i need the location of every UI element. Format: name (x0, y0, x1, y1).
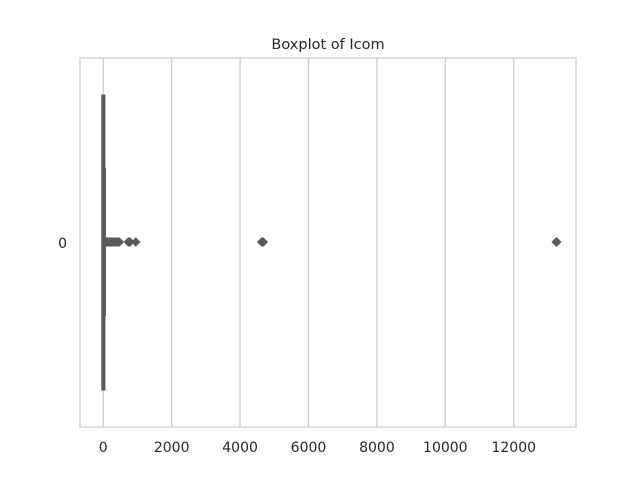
chart-title: Boxplot of Icom (271, 37, 384, 53)
category-label: 0 (58, 236, 67, 252)
x-tick-label: 0 (99, 440, 108, 456)
x-tick-labels: 0 2000 4000 6000 8000 10000 12000 (99, 440, 536, 456)
outlier-point (258, 237, 269, 247)
x-tick-label: 8000 (359, 440, 395, 456)
x-tick-label: 10000 (423, 440, 468, 456)
outlier-point (552, 237, 562, 247)
grid-lines (102, 58, 515, 427)
x-tick-label: 6000 (291, 440, 327, 456)
outliers (101, 237, 562, 247)
outlier-point (130, 237, 141, 247)
x-tick-label: 4000 (222, 440, 258, 456)
x-tick-label: 2000 (154, 440, 190, 456)
outlier-point (114, 237, 125, 247)
plot-frame (79, 57, 577, 428)
x-tick-label: 12000 (491, 440, 536, 456)
